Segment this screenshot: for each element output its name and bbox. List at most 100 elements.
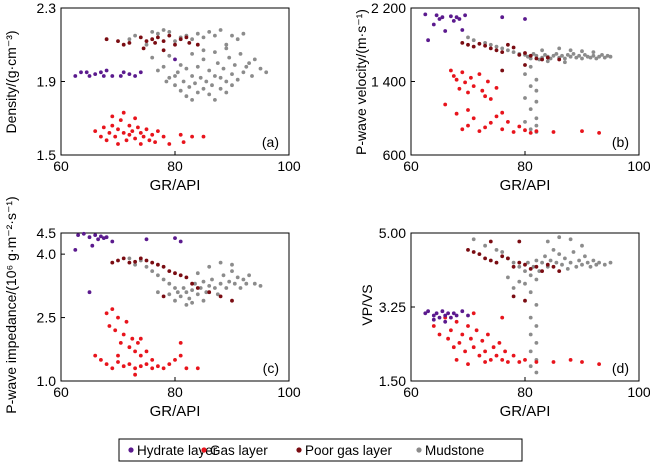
data-point — [523, 63, 527, 67]
data-point — [446, 311, 450, 316]
data-point — [463, 80, 467, 85]
data-point — [534, 360, 539, 364]
data-point — [87, 235, 92, 240]
data-point — [423, 311, 428, 316]
data-point — [150, 260, 155, 265]
data-point — [201, 279, 206, 284]
data-point — [193, 281, 197, 286]
data-point — [207, 92, 212, 97]
data-point — [523, 120, 527, 124]
data-point — [133, 74, 138, 78]
data-point — [528, 84, 533, 88]
data-point — [161, 366, 166, 371]
data-point — [121, 332, 126, 337]
data-point — [511, 45, 516, 50]
y-axis-label: Density/(g·cm⁻³) — [3, 30, 19, 133]
data-point — [156, 273, 160, 278]
data-point — [130, 129, 135, 134]
y-tick-label: 4.5 — [37, 225, 57, 241]
data-point — [480, 88, 485, 93]
x-axis-label: GR/API — [150, 403, 201, 420]
data-point — [537, 57, 542, 62]
data-point — [500, 127, 505, 132]
data-point — [471, 237, 476, 242]
data-point — [96, 237, 100, 242]
data-point — [534, 123, 539, 128]
data-point — [431, 324, 436, 328]
data-point — [563, 256, 567, 261]
data-point — [511, 286, 516, 290]
data-point — [540, 48, 544, 53]
data-point — [523, 298, 527, 303]
data-point — [511, 294, 516, 299]
y-tick-label: 5.00 — [379, 225, 406, 241]
x-tick-label: 100 — [277, 158, 301, 174]
data-point — [110, 260, 115, 265]
data-point — [190, 134, 195, 139]
panel-label: (c) — [263, 360, 279, 376]
data-point — [230, 72, 234, 76]
data-point — [178, 37, 183, 42]
y-tick-label: 2.3 — [37, 0, 57, 16]
data-point — [144, 362, 149, 366]
data-point — [230, 298, 234, 303]
data-point — [227, 55, 232, 60]
data-point — [127, 260, 132, 265]
x-tick-label: 100 — [627, 384, 650, 400]
data-point — [483, 360, 487, 364]
data-point — [431, 313, 436, 318]
data-point — [440, 309, 445, 314]
data-point — [443, 29, 448, 33]
data-point — [457, 341, 462, 345]
data-point — [437, 315, 442, 320]
data-point — [178, 88, 183, 93]
data-point — [460, 332, 465, 337]
data-point — [147, 138, 152, 143]
x-tick-label: 100 — [627, 158, 650, 174]
data-point — [178, 63, 183, 67]
data-point — [150, 55, 155, 60]
data-point — [124, 319, 129, 324]
data-point — [534, 303, 539, 307]
data-point — [167, 30, 172, 34]
data-point — [90, 243, 95, 248]
data-point — [471, 116, 476, 121]
data-point — [531, 52, 536, 56]
data-point — [449, 68, 453, 73]
data-point — [150, 132, 155, 137]
data-point — [133, 116, 138, 121]
x-tick-label: 80 — [517, 384, 533, 400]
data-point — [133, 136, 138, 141]
data-point — [451, 345, 456, 350]
data-point — [545, 59, 550, 64]
data-point — [534, 77, 539, 82]
data-point — [201, 48, 206, 53]
data-point — [127, 41, 132, 45]
data-point — [591, 258, 596, 263]
data-point — [116, 142, 120, 146]
data-point — [488, 120, 493, 125]
data-point — [150, 30, 155, 34]
data-point — [110, 123, 115, 128]
data-point — [500, 315, 505, 320]
data-point — [574, 55, 579, 60]
data-point — [551, 360, 556, 364]
data-point — [580, 49, 584, 54]
data-point — [531, 264, 536, 269]
data-point — [224, 79, 229, 84]
data-point — [195, 31, 200, 36]
data-point — [434, 311, 439, 316]
data-point — [224, 42, 229, 47]
data-point — [213, 50, 217, 54]
data-point — [494, 114, 499, 119]
data-point — [523, 96, 527, 100]
data-point — [201, 86, 206, 91]
data-point — [193, 81, 197, 86]
data-point — [76, 233, 80, 238]
data-point — [426, 309, 430, 314]
data-point — [454, 77, 459, 82]
series-mudstone — [471, 235, 613, 375]
data-point — [213, 74, 217, 78]
data-point — [523, 281, 527, 286]
data-point — [207, 68, 212, 73]
